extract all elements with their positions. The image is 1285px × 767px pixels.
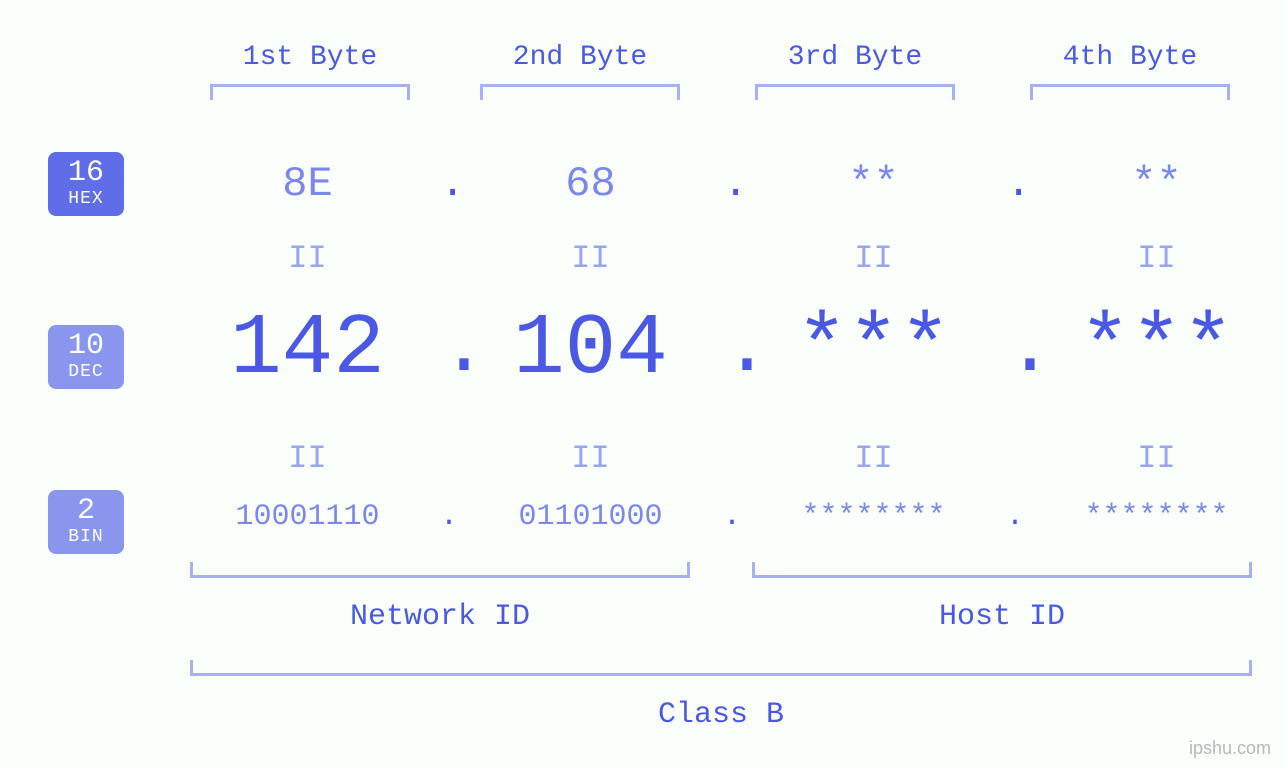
radix-label: HEX bbox=[48, 190, 124, 208]
host-id-label: Host ID bbox=[752, 600, 1252, 634]
dec-byte-1: 142 bbox=[175, 300, 440, 398]
byte-header-4: 4th Byte bbox=[1030, 42, 1230, 73]
hex-byte-3: ** bbox=[741, 160, 1006, 208]
dot-separator: . bbox=[723, 160, 741, 208]
hex-row: 8E.68.**.** bbox=[175, 160, 1285, 208]
dec-byte-4: *** bbox=[1024, 300, 1285, 398]
bin-byte-3: ******** bbox=[741, 500, 1006, 534]
dec-row: 142.104.***.*** bbox=[175, 300, 1285, 398]
radix-value: 2 bbox=[48, 496, 124, 526]
equals-icon: II bbox=[1024, 440, 1285, 477]
dot-separator: . bbox=[440, 500, 458, 534]
dot-separator: . bbox=[1006, 304, 1024, 395]
byte-bracket-2 bbox=[480, 84, 680, 100]
class-label: Class B bbox=[190, 698, 1252, 732]
byte-header-2: 2nd Byte bbox=[480, 42, 680, 73]
equals-icon: II bbox=[741, 440, 1006, 477]
bin-byte-4: ******** bbox=[1024, 500, 1285, 534]
radix-label: DEC bbox=[48, 363, 124, 381]
byte-bracket-1 bbox=[210, 84, 410, 100]
equals-icon: II bbox=[458, 240, 723, 277]
equals-row-2: II II II II bbox=[175, 440, 1285, 477]
network-id-bracket bbox=[190, 562, 690, 578]
dot-separator: . bbox=[723, 500, 741, 534]
hex-byte-4: ** bbox=[1024, 160, 1285, 208]
class-bracket bbox=[190, 660, 1252, 676]
host-id-bracket bbox=[752, 562, 1252, 578]
byte-header-3: 3rd Byte bbox=[755, 42, 955, 73]
dec-byte-2: 104 bbox=[458, 300, 723, 398]
byte-header-1: 1st Byte bbox=[210, 42, 410, 73]
dot-separator: . bbox=[723, 304, 741, 395]
dot-separator: . bbox=[440, 160, 458, 208]
network-id-label: Network ID bbox=[190, 600, 690, 634]
radix-badge-dec: 10 DEC bbox=[48, 325, 124, 389]
radix-value: 10 bbox=[48, 331, 124, 361]
dot-separator: . bbox=[1006, 500, 1024, 534]
byte-bracket-3 bbox=[755, 84, 955, 100]
bin-byte-1: 10001110 bbox=[175, 500, 440, 534]
hex-byte-1: 8E bbox=[175, 160, 440, 208]
bin-byte-2: 01101000 bbox=[458, 500, 723, 534]
byte-bracket-4 bbox=[1030, 84, 1230, 100]
equals-icon: II bbox=[741, 240, 1006, 277]
bin-row: 10001110.01101000.********.******** bbox=[175, 500, 1285, 534]
radix-badge-bin: 2 BIN bbox=[48, 490, 124, 554]
hex-byte-2: 68 bbox=[458, 160, 723, 208]
equals-icon: II bbox=[458, 440, 723, 477]
radix-label: BIN bbox=[48, 528, 124, 546]
radix-badge-hex: 16 HEX bbox=[48, 152, 124, 216]
dot-separator: . bbox=[440, 304, 458, 395]
watermark: ipshu.com bbox=[1189, 738, 1271, 759]
equals-icon: II bbox=[175, 440, 440, 477]
equals-row-1: II II II II bbox=[175, 240, 1285, 277]
equals-icon: II bbox=[175, 240, 440, 277]
dot-separator: . bbox=[1006, 160, 1024, 208]
equals-icon: II bbox=[1024, 240, 1285, 277]
radix-value: 16 bbox=[48, 158, 124, 188]
dec-byte-3: *** bbox=[741, 300, 1006, 398]
